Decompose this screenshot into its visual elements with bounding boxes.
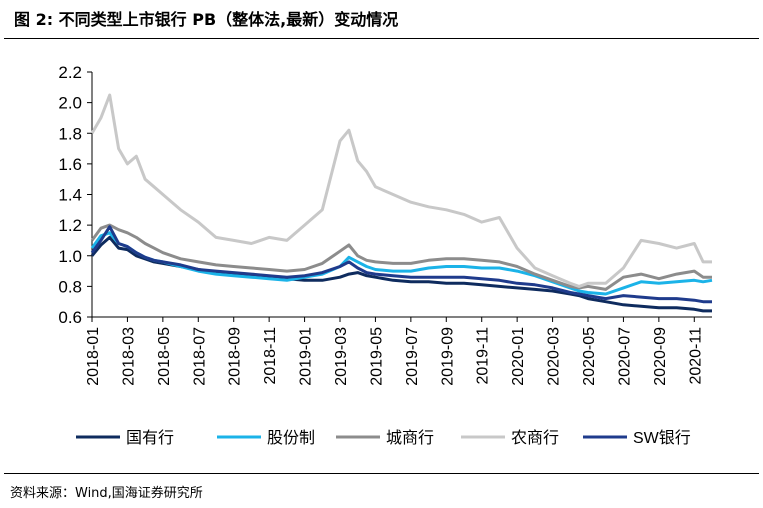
figure-title: 图 2: 不同类型上市银行 PB（整体法,最新）变动情况 [14, 10, 399, 29]
y-tick-label: 2.2 [58, 63, 82, 82]
legend: 国有行 股份制 城商行 农商行 SW银行 [76, 429, 691, 447]
x-axis-ticks: 2018-01 2018-03 2018-05 2018-07 2018-09 2018-… [85, 317, 704, 386]
y-tick-label: 2.0 [58, 94, 82, 113]
top-rule [4, 38, 759, 39]
legend-label: 城商行 [386, 429, 434, 447]
x-tick-label: 2018-07 [191, 327, 208, 386]
x-tick-label: 2020-05 [581, 327, 598, 386]
x-tick-label: 2018-03 [120, 327, 137, 386]
legend-label: SW银行 [633, 429, 691, 447]
series-line [90, 223, 712, 291]
x-tick-label: 2020-09 [652, 327, 669, 386]
legend-label: 农商行 [511, 429, 559, 447]
y-axis-ticks: 0.6 0.8 1.0 1.2 1.4 1.6 1.8 2.0 2.2 [58, 63, 92, 327]
x-tick-label: 2020-11 [687, 327, 704, 385]
x-tick-label: 2019-05 [368, 327, 385, 386]
x-tick-label: 2020-03 [546, 327, 563, 386]
x-tick-label: 2019-11 [475, 327, 492, 385]
x-tick-label: 2018-09 [227, 327, 244, 386]
y-tick-label: 1.6 [58, 155, 82, 174]
line-chart: 0.60.81.01.21.41.61.82.02.2 2018-01 2018-… [58, 63, 713, 447]
y-tick-label: 1.4 [58, 186, 82, 205]
series-line [90, 93, 712, 288]
y-tick-label: 0.8 [58, 277, 82, 296]
y-tick-label: 1.0 [58, 247, 82, 266]
x-tick-label: 2020-01 [510, 327, 527, 386]
y-tick-label: 0.6 [58, 308, 82, 327]
bottom-rule [4, 473, 759, 474]
x-tick-label: 2020-07 [616, 327, 633, 386]
legend-label: 股份制 [267, 429, 315, 447]
x-tick-label: 2019-07 [404, 327, 421, 386]
source-note: 资料来源：Wind,国海证券研究所 [10, 486, 203, 501]
series-line [90, 235, 712, 313]
x-tick-label: 2019-01 [298, 327, 315, 386]
x-tick-label: 2018-01 [85, 327, 102, 386]
legend-label: 国有行 [126, 429, 174, 447]
y-tick-label: 1.2 [58, 216, 82, 235]
series-lines [90, 93, 713, 313]
x-tick-label: 2019-09 [439, 327, 456, 386]
x-tick-label: 2019-03 [333, 327, 350, 386]
series-line [90, 225, 712, 304]
x-tick-label: 2018-05 [156, 327, 173, 386]
x-tick-label: 2018-11 [262, 327, 279, 385]
y-tick-label: 1.8 [58, 124, 82, 143]
